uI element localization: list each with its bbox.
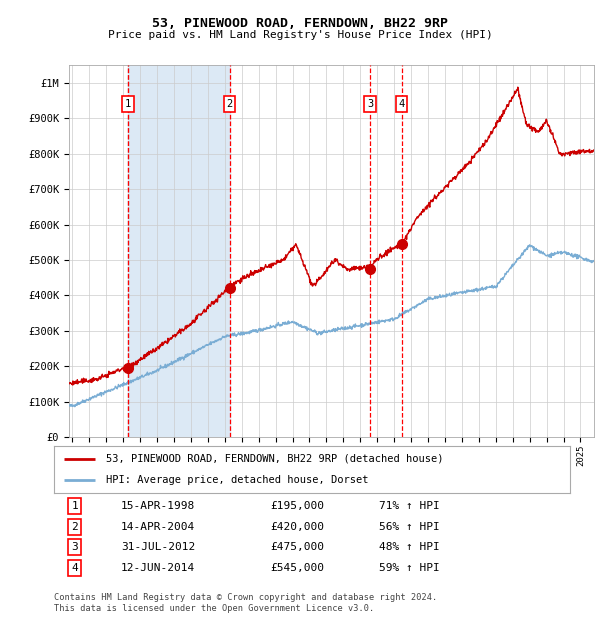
Text: Price paid vs. HM Land Registry's House Price Index (HPI): Price paid vs. HM Land Registry's House … (107, 30, 493, 40)
Text: 53, PINEWOOD ROAD, FERNDOWN, BH22 9RP (detached house): 53, PINEWOOD ROAD, FERNDOWN, BH22 9RP (d… (106, 454, 443, 464)
Text: 15-APR-1998: 15-APR-1998 (121, 501, 196, 512)
Text: £545,000: £545,000 (271, 563, 325, 573)
Text: 4: 4 (71, 563, 78, 573)
Text: 56% ↑ HPI: 56% ↑ HPI (379, 522, 440, 532)
Text: 48% ↑ HPI: 48% ↑ HPI (379, 542, 440, 552)
Text: 71% ↑ HPI: 71% ↑ HPI (379, 501, 440, 512)
Text: £475,000: £475,000 (271, 542, 325, 552)
Text: 14-APR-2004: 14-APR-2004 (121, 522, 196, 532)
Text: 2: 2 (227, 99, 233, 109)
Text: Contains HM Land Registry data © Crown copyright and database right 2024.
This d: Contains HM Land Registry data © Crown c… (54, 593, 437, 613)
Text: 2: 2 (71, 522, 78, 532)
Text: 59% ↑ HPI: 59% ↑ HPI (379, 563, 440, 573)
Text: 1: 1 (125, 99, 131, 109)
Text: 31-JUL-2012: 31-JUL-2012 (121, 542, 196, 552)
Text: 1: 1 (71, 501, 78, 512)
Text: 3: 3 (71, 542, 78, 552)
Text: HPI: Average price, detached house, Dorset: HPI: Average price, detached house, Dors… (106, 476, 368, 485)
Text: £195,000: £195,000 (271, 501, 325, 512)
Text: £420,000: £420,000 (271, 522, 325, 532)
Text: 4: 4 (398, 99, 405, 109)
Text: 53, PINEWOOD ROAD, FERNDOWN, BH22 9RP: 53, PINEWOOD ROAD, FERNDOWN, BH22 9RP (152, 17, 448, 30)
Bar (128, 65, 230, 437)
Text: 12-JUN-2014: 12-JUN-2014 (121, 563, 196, 573)
Text: 3: 3 (367, 99, 373, 109)
